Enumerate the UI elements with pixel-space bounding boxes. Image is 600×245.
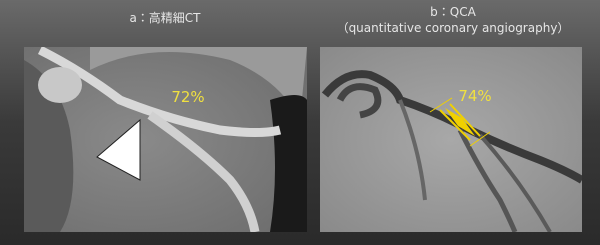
stenosis-label: 72%	[171, 88, 204, 106]
ct-image	[24, 47, 307, 232]
panel-title: a：高精細CT	[129, 10, 201, 25]
panel-title: b：QCA	[430, 5, 476, 19]
angiography-image	[320, 47, 582, 232]
panel-subtitle: （quantitative coronary angiography）	[337, 21, 570, 35]
stenosis-label: 74%	[458, 87, 491, 105]
